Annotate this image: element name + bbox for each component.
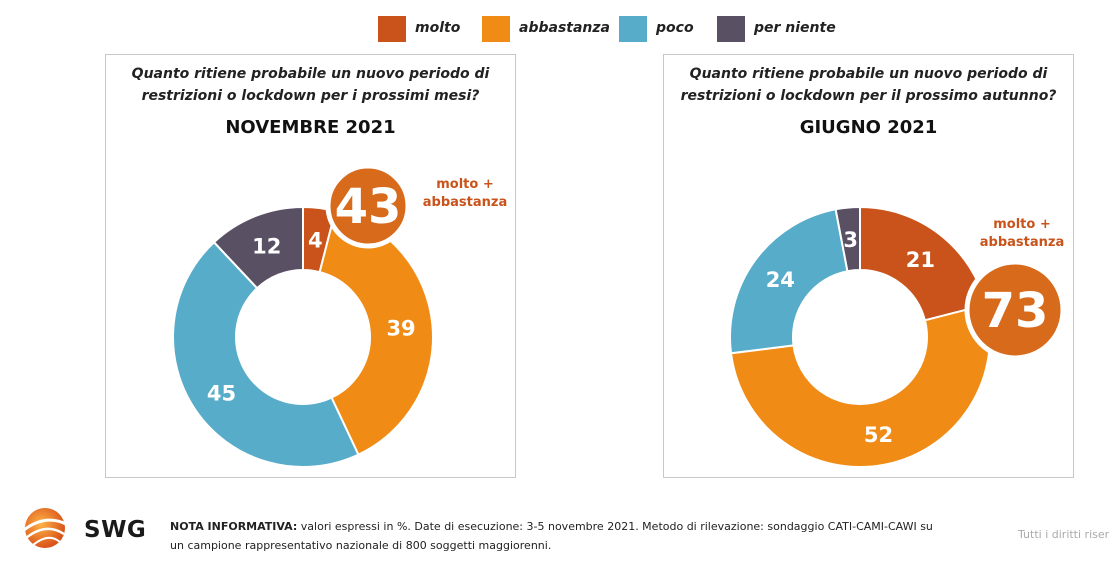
legend-label: poco	[656, 20, 694, 36]
highlight-circle	[964, 259, 1066, 361]
donut-slice-poco	[172, 240, 360, 468]
donut-slice-per-niente	[834, 205, 861, 273]
legend-label: per niente	[754, 20, 836, 36]
donut-slice-per-niente	[212, 205, 304, 290]
donut-slice-poco	[729, 208, 849, 355]
legend-swatch	[717, 16, 745, 42]
data-label: 21	[906, 248, 935, 272]
highlight-circle	[325, 163, 411, 249]
donut-slice-abbastanza	[729, 303, 991, 468]
chart-question: Quanto ritiene probabile un nuovo period…	[664, 63, 1073, 107]
chart-question-line: restrizioni o lockdown per i prossimi me…	[141, 88, 480, 104]
chart-question: Quanto ritiene probabile un nuovo period…	[106, 63, 515, 107]
highlight-badge: 43 molto + abbastanza	[325, 163, 507, 249]
highlight-label: molto +	[436, 177, 494, 192]
legend-swatch	[482, 16, 510, 42]
highlight-badge: 73 molto + abbastanza	[964, 217, 1066, 361]
highlight-label: abbastanza	[980, 235, 1064, 250]
data-label: 24	[766, 268, 795, 292]
rights-text: Tutti i diritti riser	[1018, 528, 1109, 541]
data-label: 3	[843, 228, 858, 252]
footer-note-label: NOTA INFORMATIVA:	[170, 520, 298, 533]
legend-label: molto	[415, 20, 461, 36]
footer-note: NOTA INFORMATIVA: valori espressi in %. …	[170, 517, 950, 555]
chart-question-line: Quanto ritiene probabile un nuovo period…	[689, 66, 1048, 82]
data-label: 45	[207, 381, 236, 405]
footer-note-text: valori espressi in %. Date di esecuzione…	[170, 520, 933, 552]
highlight-label: molto +	[993, 217, 1051, 232]
data-label: 39	[386, 317, 415, 341]
chart-title: GIUGNO 2021	[799, 117, 938, 138]
chart-title: NOVEMBRE 2021	[225, 117, 396, 138]
data-label: 4	[308, 228, 323, 252]
legend-label: abbastanza	[519, 20, 610, 36]
legend-swatch	[619, 16, 647, 42]
logo-text: SWG	[84, 517, 147, 543]
highlight-label: abbastanza	[423, 195, 507, 210]
swg-logo: SWG	[18, 504, 148, 554]
highlight-value: 43	[335, 179, 402, 235]
donut-slice-abbastanza	[318, 209, 434, 456]
legend-swatch	[378, 16, 406, 42]
data-label: 52	[864, 423, 893, 447]
data-label: 12	[252, 234, 281, 258]
chart-question-line: Quanto ritiene probabile un nuovo period…	[131, 66, 490, 82]
swg-logo-icon	[23, 508, 67, 548]
highlight-value: 73	[982, 283, 1049, 339]
chart-question-line: restrizioni o lockdown per il prossimo a…	[680, 88, 1057, 104]
